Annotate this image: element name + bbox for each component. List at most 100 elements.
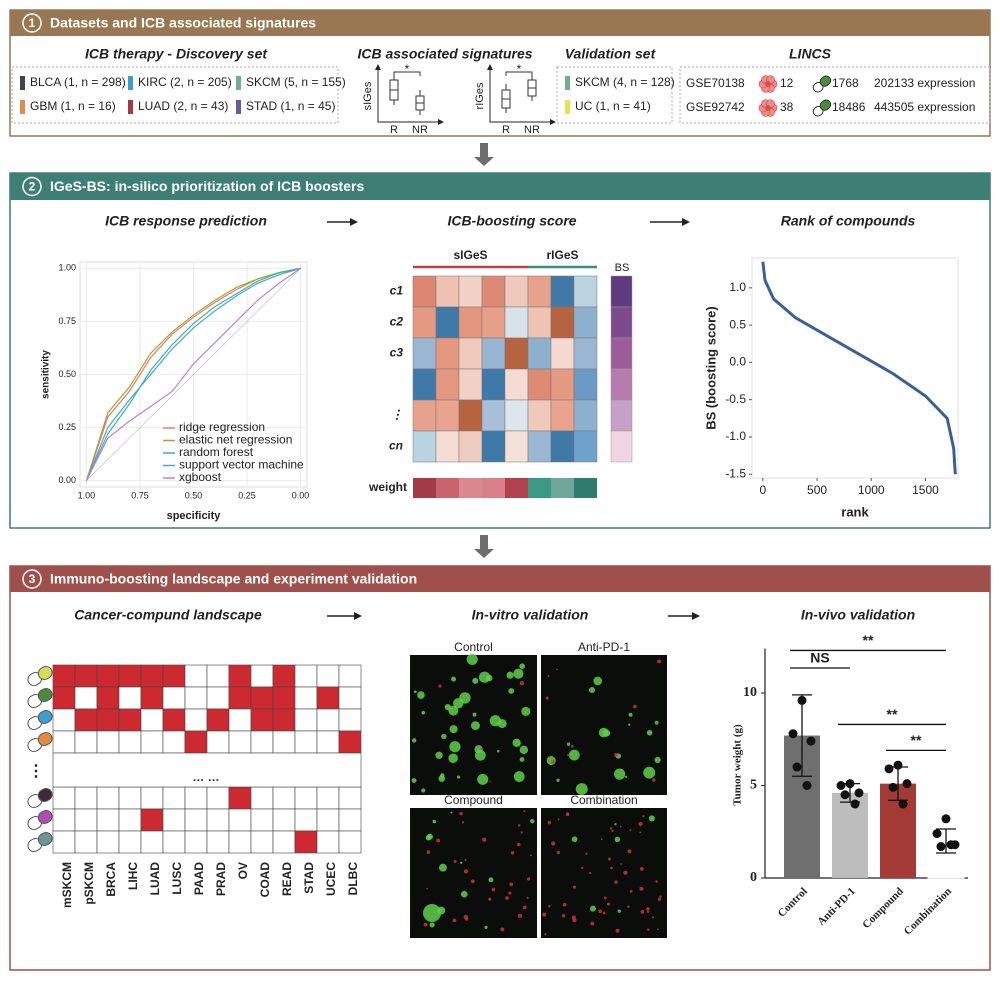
x-tick-label: 0.00 — [292, 490, 310, 500]
heatmap-cell — [481, 337, 506, 370]
landscape-cell — [74, 786, 98, 810]
cell-red — [570, 744, 574, 748]
section-number-circle — [22, 13, 42, 33]
pill-half — [37, 688, 53, 702]
landscape-cell — [206, 830, 230, 854]
cancer-label: pSKCM — [82, 862, 96, 905]
panel-title: In-vivo validation — [801, 607, 915, 623]
cell-green — [530, 818, 535, 824]
cell-green — [566, 742, 571, 746]
landscape-cell — [118, 686, 142, 710]
data-point — [850, 799, 860, 809]
pill-half — [819, 75, 832, 87]
landscape-cell — [140, 708, 164, 732]
landscape-cell — [140, 730, 164, 754]
group-label: NR — [524, 124, 540, 136]
heatmap-cell — [412, 275, 437, 308]
landscape-cell — [140, 664, 164, 688]
heatmap-cell — [527, 337, 552, 370]
axis — [489, 68, 552, 123]
y-tick-label: 10 — [743, 685, 757, 700]
compound-count: 18486 — [832, 100, 866, 114]
cell-red — [426, 887, 428, 890]
landscape-cell — [228, 786, 252, 810]
y-tick-label: 0.75 — [58, 316, 76, 326]
cancer-label: LIHC — [126, 862, 140, 890]
cell-red — [523, 810, 526, 813]
down-arrow — [480, 535, 488, 550]
cell-red — [562, 902, 567, 907]
landscape-cell — [118, 664, 142, 688]
data-point — [893, 760, 903, 770]
legend-label: BLCA (1, n = 298) — [30, 75, 126, 89]
x-tick-label: 1000 — [858, 483, 885, 497]
pill-icon — [27, 666, 53, 686]
landscape-cell — [338, 664, 362, 688]
cell-red — [465, 917, 469, 921]
landscape-cell — [162, 830, 186, 854]
cell-red — [557, 818, 560, 821]
heatmap-cell — [573, 399, 598, 432]
y-tick-label: 0.50 — [58, 369, 76, 379]
y-axis-label: sensitivity — [41, 350, 52, 399]
axis-head — [375, 64, 381, 70]
cancer-label: PRAD — [214, 862, 228, 896]
landscape-cell — [52, 786, 76, 810]
compound-count: 1768 — [832, 76, 859, 90]
legend-swatch — [20, 76, 25, 90]
cell-red — [642, 815, 645, 818]
heatmap-cell — [481, 368, 506, 401]
x-tick-label: 0.25 — [238, 490, 256, 500]
cancer-label: OV — [236, 862, 250, 879]
cell-green — [466, 653, 478, 665]
axis-head — [438, 119, 444, 125]
cell-red — [489, 780, 491, 783]
cell-green — [519, 745, 529, 755]
section-header — [10, 566, 990, 592]
dashed-box — [11, 66, 339, 124]
landscape-cell — [294, 708, 318, 732]
legend-swatch — [236, 100, 241, 114]
cell-red — [519, 681, 525, 686]
landscape-cell — [316, 730, 340, 754]
cell-green — [472, 677, 479, 684]
cell-red — [544, 933, 547, 936]
legend-label: UC (1, n = 41) — [575, 99, 651, 113]
roc-curve — [85, 267, 301, 481]
landscape-cell — [184, 808, 208, 832]
section-header — [10, 173, 990, 200]
roc-curve — [85, 267, 301, 481]
x-tick-label: 1500 — [912, 483, 939, 497]
landscape-cell — [162, 686, 186, 710]
heatmap-cell — [412, 337, 437, 370]
landscape-cell — [250, 730, 274, 754]
landscape-cell — [140, 808, 164, 832]
panel-title: ICB therapy - Discovery set — [85, 46, 268, 62]
cell-red — [646, 907, 650, 911]
cell-red — [547, 675, 550, 678]
landscape-cell — [96, 830, 120, 854]
image-label: Control — [454, 640, 493, 654]
landscape-cell — [162, 808, 186, 832]
cell-red — [629, 829, 632, 832]
cell-green — [417, 691, 425, 699]
landscape-cell — [316, 686, 340, 710]
cell-red — [517, 913, 523, 918]
landscape-cell — [228, 664, 252, 688]
score-curve — [761, 261, 957, 475]
bs-cell — [610, 306, 633, 339]
cell-line-count: 38 — [780, 100, 794, 114]
y-tick-label: -0.5 — [725, 392, 746, 406]
landscape-cell — [184, 708, 208, 732]
legend-label: LUAD (2, n = 43) — [138, 99, 228, 113]
cell-red — [547, 820, 552, 825]
cell-red — [453, 859, 457, 863]
cell-red — [580, 866, 584, 870]
landscape-cell — [206, 786, 230, 810]
data-point — [845, 779, 855, 789]
landscape-cell — [250, 808, 274, 832]
dashed-box — [556, 66, 673, 124]
legend-label: SKCM (5, n = 155) — [246, 75, 346, 89]
landscape-cell — [52, 808, 76, 832]
cell-green — [441, 733, 447, 740]
